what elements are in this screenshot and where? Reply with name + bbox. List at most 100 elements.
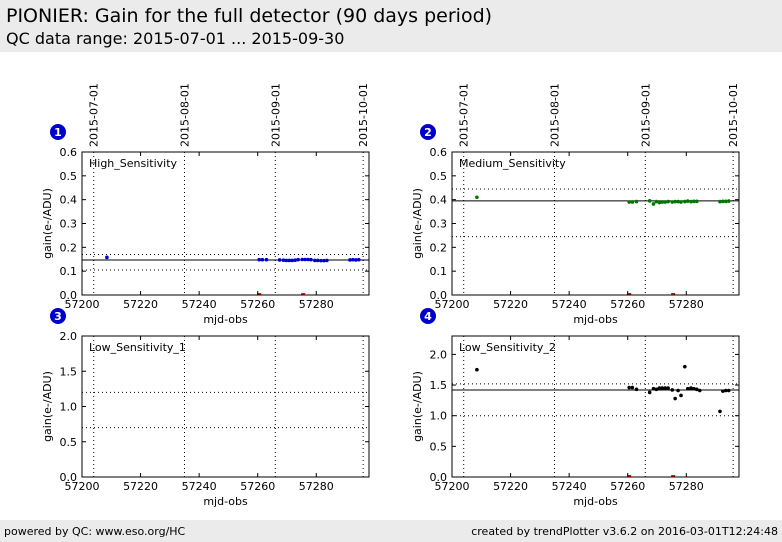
x-tick-label: 57260 (240, 480, 275, 493)
data-point (721, 389, 725, 393)
data-point (666, 199, 670, 204)
data-point (627, 385, 631, 390)
y-tick-label: 0.5 (430, 440, 448, 453)
data-point (303, 257, 307, 262)
y-tick-label: 0.4 (430, 194, 448, 207)
data-point (634, 199, 639, 204)
date-tick-label: 2015-10-01 (727, 83, 740, 147)
x-tick-label: 57260 (240, 298, 275, 311)
data-point (315, 258, 320, 263)
data-point (300, 257, 305, 262)
plot-area (452, 152, 739, 295)
panel-label: Low_Sensitivity_1 (89, 341, 186, 354)
flag-marker (671, 293, 676, 295)
data-point (651, 386, 656, 391)
panel-label: Low_Sensitivity_2 (459, 341, 556, 354)
x-axis-label: mjd-obs (573, 495, 618, 508)
data-point (325, 258, 329, 263)
data-point (348, 258, 352, 262)
data-point (670, 200, 675, 204)
data-point (627, 200, 631, 204)
date-tick-label: 2015-09-01 (269, 83, 282, 147)
data-point (284, 258, 289, 263)
data-point (660, 386, 665, 390)
y-tick-label: 0.2 (430, 241, 448, 254)
data-point (673, 396, 677, 401)
x-tick-label: 57240 (182, 480, 217, 493)
data-point (663, 200, 667, 204)
data-point (676, 199, 680, 204)
panel-number-badge (420, 124, 436, 140)
date-tick-label: 2015-07-01 (88, 83, 101, 147)
x-tick-label: 57220 (493, 480, 528, 493)
data-point (647, 199, 652, 203)
data-point (676, 388, 680, 393)
y-axis-label: gain(e-/ADU) (411, 188, 424, 259)
plot-area (82, 152, 369, 295)
data-point (351, 257, 355, 262)
data-point (721, 199, 725, 204)
y-tick-label: 1.5 (60, 365, 78, 378)
data-point (319, 258, 323, 263)
plot-panel-2: 2015-07-01 2015-08-01 2015-09-01 2015-10-01… (411, 83, 740, 326)
data-point (666, 386, 670, 390)
data-point (281, 258, 286, 263)
x-tick-label: 57200 (65, 480, 100, 493)
data-point (683, 199, 687, 204)
data-point (654, 199, 659, 204)
x-tick-label: 57260 (610, 480, 645, 493)
data-point (309, 257, 313, 262)
data-point (718, 409, 722, 414)
x-tick-label: 57260 (610, 298, 645, 311)
data-point (651, 202, 656, 206)
data-point (657, 386, 662, 390)
y-tick-label: 1.0 (430, 410, 448, 423)
y-tick-label: 0.6 (60, 146, 78, 159)
data-point (718, 199, 722, 204)
data-point (724, 199, 728, 204)
header-bar: PIONIER: Gain for the full detector (90 … (0, 0, 782, 52)
x-tick-label: 57200 (435, 298, 470, 311)
flag-marker (671, 475, 676, 477)
date-tick-label: 2015-07-01 (458, 83, 471, 147)
y-tick-label: 0.5 (430, 170, 448, 183)
data-point (290, 258, 295, 263)
data-point (726, 388, 731, 393)
data-point (697, 388, 702, 393)
x-tick-label: 57240 (182, 298, 217, 311)
y-tick-label: 1.5 (430, 379, 448, 392)
date-tick-label: 2015-08-01 (179, 83, 192, 147)
flag-marker (301, 293, 306, 295)
y-tick-label: 0.1 (430, 265, 448, 278)
footer-credit: powered by QC: www.eso.org/HC (4, 525, 186, 538)
data-point (692, 199, 696, 204)
data-point (260, 257, 265, 262)
panel-number-text: 2 (424, 126, 432, 139)
y-tick-label: 0.0 (60, 289, 78, 302)
y-tick-label: 0.0 (430, 289, 448, 302)
panel-number-text: 1 (54, 126, 62, 139)
plot-area (452, 336, 739, 477)
date-tick-label: 2015-08-01 (549, 83, 562, 147)
x-tick-label: 57200 (65, 298, 100, 311)
panel-number-text: 4 (424, 310, 432, 323)
data-point (670, 388, 675, 392)
flag-marker (627, 293, 632, 295)
data-point (673, 199, 677, 204)
data-point (689, 386, 693, 390)
flag-marker (627, 475, 632, 477)
panel-number-text: 3 (54, 310, 62, 323)
data-point (354, 258, 358, 262)
x-tick-label: 57280 (669, 480, 704, 493)
x-tick-label: 57240 (552, 480, 587, 493)
plot-panel-3: 57200 57220 57240 57260 57280 0.0 0.5 1.0 1.5 2.0… (41, 308, 370, 508)
x-tick-label: 57280 (669, 298, 704, 311)
footer-created: created by trendPlotter v3.6.2 on 2016-0… (471, 525, 778, 538)
date-tick-label: 2015-10-01 (357, 83, 370, 147)
data-point (663, 386, 667, 390)
data-point (685, 386, 690, 391)
y-axis-label: gain(e-/ADU) (41, 188, 54, 259)
y-tick-label: 0.3 (60, 218, 78, 231)
data-point (685, 199, 690, 203)
x-axis-label: mjd-obs (203, 313, 248, 326)
